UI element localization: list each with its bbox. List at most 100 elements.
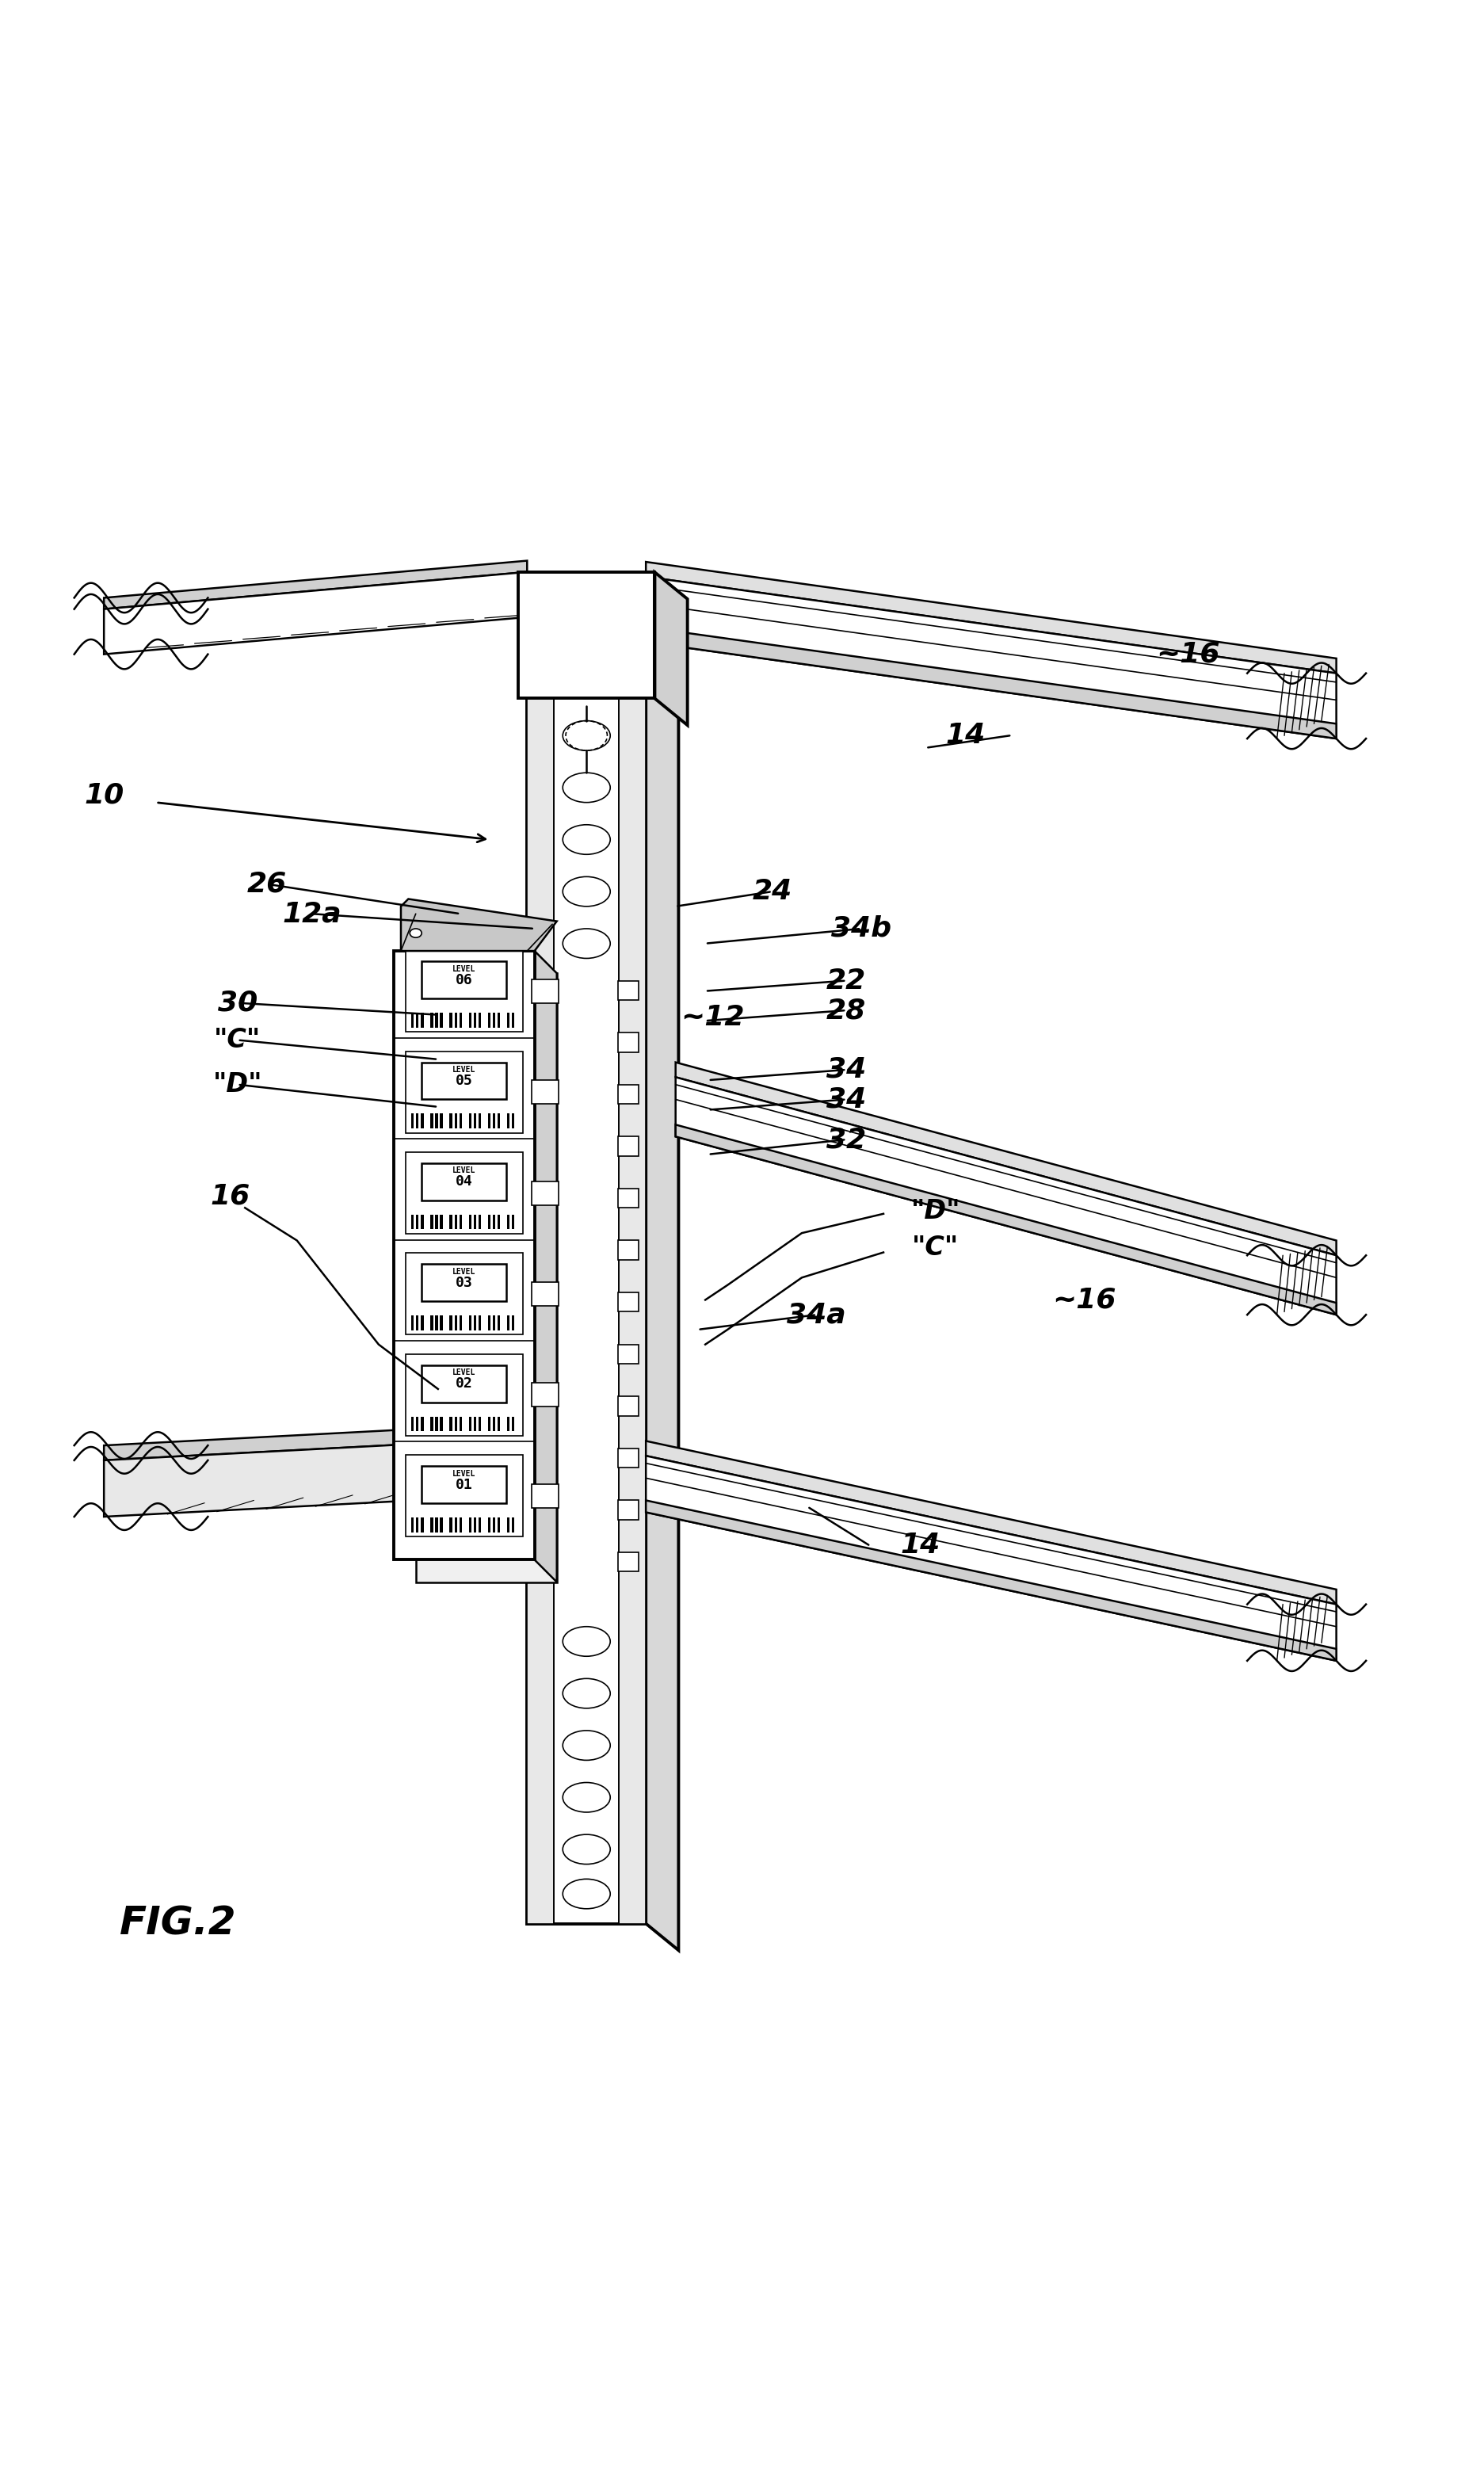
Text: 14: 14 [901, 1531, 939, 1558]
Text: 12a: 12a [282, 901, 341, 928]
Bar [430, 1315, 433, 1330]
Bar [473, 1518, 476, 1533]
Bar [469, 1315, 472, 1330]
Bar [421, 1164, 506, 1201]
Bar [450, 1518, 453, 1533]
Bar [488, 1315, 490, 1330]
Ellipse shape [562, 876, 610, 906]
Bar [488, 1216, 490, 1231]
Bar [405, 1052, 522, 1134]
Bar [512, 1518, 515, 1533]
Polygon shape [646, 1501, 1336, 1660]
Bar [493, 1012, 496, 1027]
Bar [473, 1012, 476, 1027]
Text: 01: 01 [456, 1479, 472, 1491]
Bar [617, 1501, 638, 1521]
Ellipse shape [562, 824, 610, 853]
Text: 34b: 34b [831, 915, 890, 943]
Bar [469, 1518, 472, 1533]
Polygon shape [646, 581, 678, 1950]
Bar [450, 1114, 453, 1129]
Bar [469, 1216, 472, 1231]
Bar [430, 1114, 433, 1129]
Text: FIG.2: FIG.2 [120, 1905, 236, 1943]
Bar [478, 1417, 481, 1432]
Polygon shape [675, 1077, 1336, 1315]
Bar [439, 1114, 442, 1129]
Text: 28: 28 [827, 997, 865, 1025]
Bar [435, 1012, 438, 1027]
Text: "C": "C" [911, 1236, 959, 1260]
Text: 26: 26 [248, 871, 286, 898]
Bar [435, 1417, 438, 1432]
Bar [508, 1315, 509, 1330]
Bar [454, 1012, 457, 1027]
Text: 14: 14 [945, 722, 984, 749]
Bar [454, 1216, 457, 1231]
Text: 22: 22 [827, 968, 865, 995]
Bar [534, 1188, 555, 1208]
Bar [534, 1397, 555, 1417]
Bar [508, 1114, 509, 1129]
Bar [405, 1355, 522, 1436]
Polygon shape [416, 973, 556, 1583]
Bar [531, 1382, 558, 1407]
Ellipse shape [410, 928, 421, 938]
Bar [534, 1345, 555, 1365]
Bar [459, 1012, 462, 1027]
Polygon shape [527, 581, 554, 1923]
Text: 34a: 34a [787, 1300, 846, 1327]
Bar [478, 1315, 481, 1330]
Bar [411, 1114, 414, 1129]
Polygon shape [646, 1456, 1336, 1660]
Bar [497, 1518, 500, 1533]
Bar [439, 1012, 442, 1027]
Bar [493, 1417, 496, 1432]
Polygon shape [104, 561, 527, 610]
Bar [439, 1216, 442, 1231]
Text: ~16: ~16 [1156, 640, 1218, 667]
Polygon shape [654, 573, 687, 724]
Bar [617, 1032, 638, 1052]
Text: 04: 04 [456, 1174, 472, 1188]
Bar [478, 1114, 481, 1129]
Bar [534, 1240, 555, 1260]
Bar [497, 1012, 500, 1027]
Bar [478, 1216, 481, 1231]
Bar [454, 1315, 457, 1330]
Bar [459, 1216, 462, 1231]
Bar [473, 1216, 476, 1231]
Text: 34: 34 [827, 1057, 865, 1084]
Bar [531, 980, 558, 1002]
Bar [534, 1501, 555, 1521]
Text: 10: 10 [85, 782, 123, 809]
Ellipse shape [562, 1833, 610, 1863]
Bar [488, 1114, 490, 1129]
Bar [512, 1417, 515, 1432]
Bar [450, 1012, 453, 1027]
Bar [617, 1345, 638, 1365]
Bar [617, 1397, 638, 1417]
Bar [420, 1315, 423, 1330]
Bar [488, 1518, 490, 1533]
Bar [420, 1518, 423, 1533]
Bar [416, 1315, 418, 1330]
Bar [617, 1553, 638, 1570]
Bar [435, 1114, 438, 1129]
Bar [454, 1114, 457, 1129]
Polygon shape [104, 1439, 527, 1516]
Bar [534, 1449, 555, 1469]
Bar [421, 1265, 506, 1303]
Text: ~12: ~12 [681, 1005, 743, 1032]
Text: "D": "D" [910, 1198, 960, 1223]
Bar [493, 1518, 496, 1533]
Polygon shape [646, 1441, 1336, 1605]
Bar [405, 950, 522, 1032]
Bar [421, 960, 506, 997]
Text: 05: 05 [456, 1074, 472, 1089]
Bar [416, 1518, 418, 1533]
Bar [430, 1417, 433, 1432]
Bar [454, 1518, 457, 1533]
Text: LEVEL: LEVEL [453, 1469, 475, 1479]
Bar [459, 1114, 462, 1129]
